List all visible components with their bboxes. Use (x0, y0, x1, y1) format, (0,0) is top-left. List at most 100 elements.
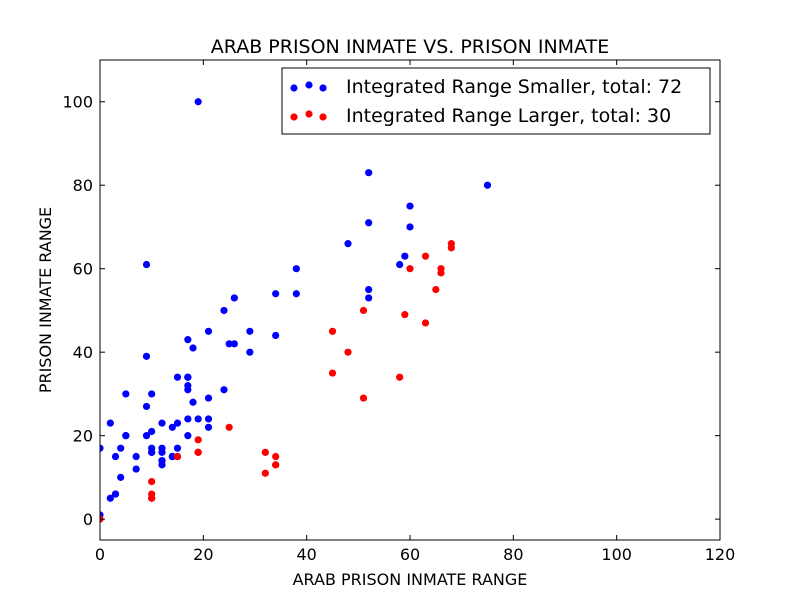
data-point (148, 427, 156, 436)
data-point (142, 352, 151, 360)
data-point (173, 452, 182, 461)
data-point (106, 494, 114, 502)
data-point (272, 331, 280, 340)
data-point (148, 494, 156, 502)
data-point (142, 432, 151, 440)
legend: Integrated Range Smaller, total: 72 Inte… (281, 67, 711, 135)
data-point (148, 448, 156, 456)
data-point (117, 473, 125, 481)
data-point (365, 219, 373, 227)
data-point (189, 398, 197, 406)
data-point (184, 336, 192, 344)
y-tick-label: 40 (73, 343, 93, 362)
legend-marker (305, 110, 313, 118)
x-axis: 0 20 40 60 80 100 120 (95, 60, 735, 564)
x-axis-label: ARAB PRISON INMATE RANGE (293, 570, 528, 589)
data-point (184, 373, 192, 381)
data-point (246, 327, 254, 335)
data-point (204, 423, 213, 431)
legend-marker (319, 113, 327, 121)
y-tick-label: 20 (73, 427, 93, 446)
data-point (220, 306, 228, 315)
data-point (194, 436, 202, 444)
x-tick-label: 60 (400, 545, 420, 564)
data-point (132, 465, 140, 473)
x-tick-label: 20 (193, 545, 213, 564)
data-point (122, 432, 130, 440)
y-axis-label: PRISON INMATE RANGE (36, 207, 55, 393)
data-point (396, 260, 404, 269)
data-point (106, 419, 114, 427)
data-point (220, 386, 228, 394)
data-point (148, 477, 156, 486)
x-tick-label: 100 (601, 545, 632, 564)
data-point (194, 415, 202, 423)
data-point (246, 348, 254, 356)
data-point (328, 327, 337, 335)
data-point (173, 373, 182, 381)
data-point (401, 252, 409, 260)
legend-entry-smaller: Integrated Range Smaller, total: 72 (290, 76, 682, 98)
y-tick-label: 0 (83, 510, 93, 529)
legend-box (281, 67, 711, 135)
data-point (261, 469, 269, 477)
data-point (111, 490, 120, 498)
data-point (158, 448, 166, 456)
legend-marker (319, 84, 327, 92)
data-point (365, 169, 373, 177)
data-point (194, 98, 202, 106)
data-point (344, 240, 352, 248)
data-point (204, 394, 213, 402)
data-point (292, 290, 300, 298)
data-point (359, 394, 368, 402)
data-point (359, 306, 368, 315)
data-point (406, 265, 414, 273)
data-point (483, 181, 492, 189)
legend-marker (290, 113, 298, 121)
data-point (272, 461, 280, 469)
data-point (100, 444, 104, 452)
legend-label-larger: Integrated Range Larger, total: 30 (346, 105, 671, 127)
data-point (272, 452, 280, 461)
data-point (184, 415, 192, 423)
data-point (173, 444, 182, 452)
data-point (437, 269, 445, 277)
data-point (168, 452, 176, 461)
data-point (421, 252, 430, 260)
data-point (365, 294, 373, 302)
data-point (142, 402, 151, 411)
data-point (406, 202, 414, 210)
data-point (396, 373, 404, 381)
data-point (328, 369, 337, 377)
data-point (158, 457, 166, 465)
data-point (292, 265, 300, 273)
data-point (158, 419, 166, 427)
y-axis: 0 20 40 60 80 100 (62, 93, 720, 529)
data-point (406, 223, 414, 231)
chart-title: ARAB PRISON INMATE VS. PRISON INMATE (211, 36, 609, 58)
data-point (365, 285, 373, 294)
data-point (204, 415, 213, 423)
data-point (168, 423, 176, 431)
data-point (117, 444, 125, 452)
legend-marker (290, 84, 298, 92)
data-point (148, 390, 156, 398)
data-point (132, 452, 140, 461)
data-point (142, 260, 151, 269)
legend-marker (305, 81, 313, 89)
data-point (184, 386, 192, 394)
data-point (230, 294, 238, 302)
data-point (225, 340, 233, 348)
data-point (225, 423, 233, 431)
x-tick-label: 80 (503, 545, 523, 564)
data-point (421, 319, 430, 327)
x-tick-label: 120 (705, 545, 736, 564)
data-point (272, 290, 280, 298)
x-tick-label: 0 (95, 545, 105, 564)
x-tick-label: 40 (296, 545, 316, 564)
data-point (261, 448, 269, 456)
y-tick-label: 100 (62, 93, 93, 112)
data-point (230, 340, 238, 348)
data-point (189, 344, 197, 352)
